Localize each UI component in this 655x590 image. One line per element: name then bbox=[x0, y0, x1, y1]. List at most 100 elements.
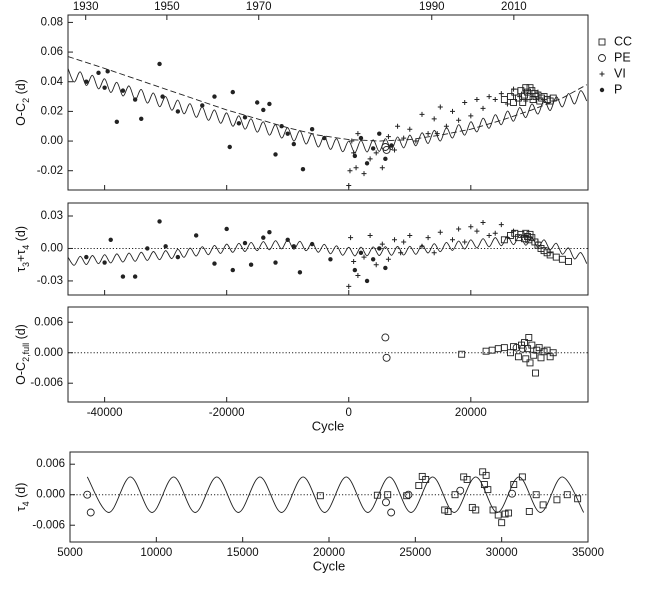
legend-label: VI bbox=[614, 66, 626, 80]
data-point bbox=[456, 117, 462, 123]
y-axis-label-part: 2 bbox=[21, 98, 31, 103]
data-point bbox=[145, 246, 150, 251]
y-tick-label: 0.00 bbox=[41, 242, 63, 254]
data-point bbox=[175, 109, 181, 114]
data-point bbox=[383, 265, 388, 271]
data-point bbox=[537, 354, 545, 362]
y-tick-label: 0.00 bbox=[41, 135, 63, 147]
data-point bbox=[132, 274, 138, 279]
data-point bbox=[279, 124, 284, 129]
data-point bbox=[553, 496, 561, 504]
data-point bbox=[163, 244, 168, 249]
data-point bbox=[524, 88, 532, 96]
y-axis-label-part: τ bbox=[14, 506, 28, 511]
data-point bbox=[132, 97, 138, 102]
legend-marker bbox=[599, 87, 605, 93]
data-point bbox=[425, 235, 431, 241]
data-point bbox=[511, 86, 517, 92]
data-point bbox=[291, 244, 297, 249]
data-point bbox=[413, 138, 419, 144]
data-point bbox=[460, 473, 468, 481]
data-point bbox=[105, 69, 110, 74]
data-point bbox=[451, 491, 459, 499]
curve bbox=[86, 476, 585, 513]
data-point bbox=[528, 341, 536, 349]
data-point bbox=[472, 506, 480, 514]
data-point bbox=[355, 131, 361, 137]
data-point bbox=[533, 346, 541, 354]
y-tick-label: 0.000 bbox=[36, 489, 65, 501]
data-point bbox=[444, 508, 452, 515]
data-point bbox=[114, 119, 120, 124]
data-point bbox=[523, 98, 529, 104]
data-point bbox=[346, 283, 352, 289]
data-point bbox=[200, 103, 205, 108]
data-point bbox=[230, 267, 235, 273]
y-axis-label-part: 3 bbox=[21, 262, 31, 267]
data-point bbox=[358, 250, 364, 255]
data-point bbox=[508, 489, 516, 498]
data-point bbox=[437, 229, 443, 235]
data-point bbox=[494, 511, 502, 519]
data-point bbox=[549, 349, 557, 357]
y-axis-label: τ3+τ4 (d) bbox=[14, 226, 31, 272]
data-point bbox=[517, 94, 523, 100]
data-point bbox=[547, 95, 553, 101]
data-point bbox=[352, 267, 358, 273]
data-point bbox=[517, 230, 525, 238]
x-tick-label: -40000 bbox=[87, 407, 123, 419]
data-point bbox=[500, 344, 508, 352]
data-point bbox=[507, 93, 514, 101]
data-point bbox=[373, 150, 379, 156]
x2-tick-label: 2010 bbox=[501, 1, 527, 13]
data-point bbox=[494, 345, 502, 353]
data-point bbox=[309, 126, 315, 132]
data-point bbox=[574, 495, 582, 503]
data-point bbox=[273, 152, 278, 157]
y-axis-label-part: (d) bbox=[14, 79, 28, 98]
x2-tick-label: 1930 bbox=[73, 1, 99, 13]
data-point bbox=[351, 258, 357, 264]
data-point bbox=[468, 113, 474, 119]
data-point bbox=[539, 501, 547, 509]
data-point bbox=[370, 257, 376, 262]
data-point bbox=[462, 100, 468, 105]
data-point bbox=[382, 498, 390, 507]
data-point bbox=[373, 262, 379, 268]
data-point bbox=[511, 88, 519, 96]
y-tick-label: -0.03 bbox=[37, 275, 63, 287]
data-point bbox=[518, 473, 526, 481]
data-point bbox=[84, 254, 89, 260]
x-tick-label: 10000 bbox=[140, 547, 172, 559]
data-point bbox=[498, 519, 506, 527]
y-tick-label: 0.02 bbox=[41, 105, 63, 117]
data-point bbox=[83, 490, 92, 499]
data-point bbox=[224, 226, 229, 232]
data-point bbox=[498, 222, 504, 228]
data-point bbox=[300, 167, 306, 172]
x-tick-label: 20000 bbox=[313, 547, 345, 559]
data-point bbox=[522, 355, 530, 363]
data-point bbox=[468, 503, 476, 511]
data-point bbox=[385, 134, 391, 140]
data-point bbox=[212, 261, 217, 266]
data-point bbox=[353, 165, 359, 171]
data-point bbox=[407, 126, 413, 132]
data-point bbox=[468, 224, 474, 230]
y-axis-label-part: O-C bbox=[14, 103, 28, 126]
x2-tick-label: 1970 bbox=[246, 1, 272, 13]
data-point bbox=[139, 116, 144, 122]
x-tick-label: 5000 bbox=[57, 547, 83, 559]
data-point bbox=[407, 232, 413, 238]
x-tick-label: 0 bbox=[346, 407, 352, 419]
plot-frame bbox=[67, 202, 589, 296]
data-point bbox=[348, 235, 354, 241]
data-point bbox=[346, 183, 352, 189]
data-point bbox=[398, 250, 404, 256]
data-point bbox=[558, 255, 566, 263]
data-point bbox=[563, 491, 571, 499]
data-point bbox=[458, 350, 466, 358]
data-point bbox=[565, 257, 572, 265]
data-point bbox=[349, 138, 355, 144]
